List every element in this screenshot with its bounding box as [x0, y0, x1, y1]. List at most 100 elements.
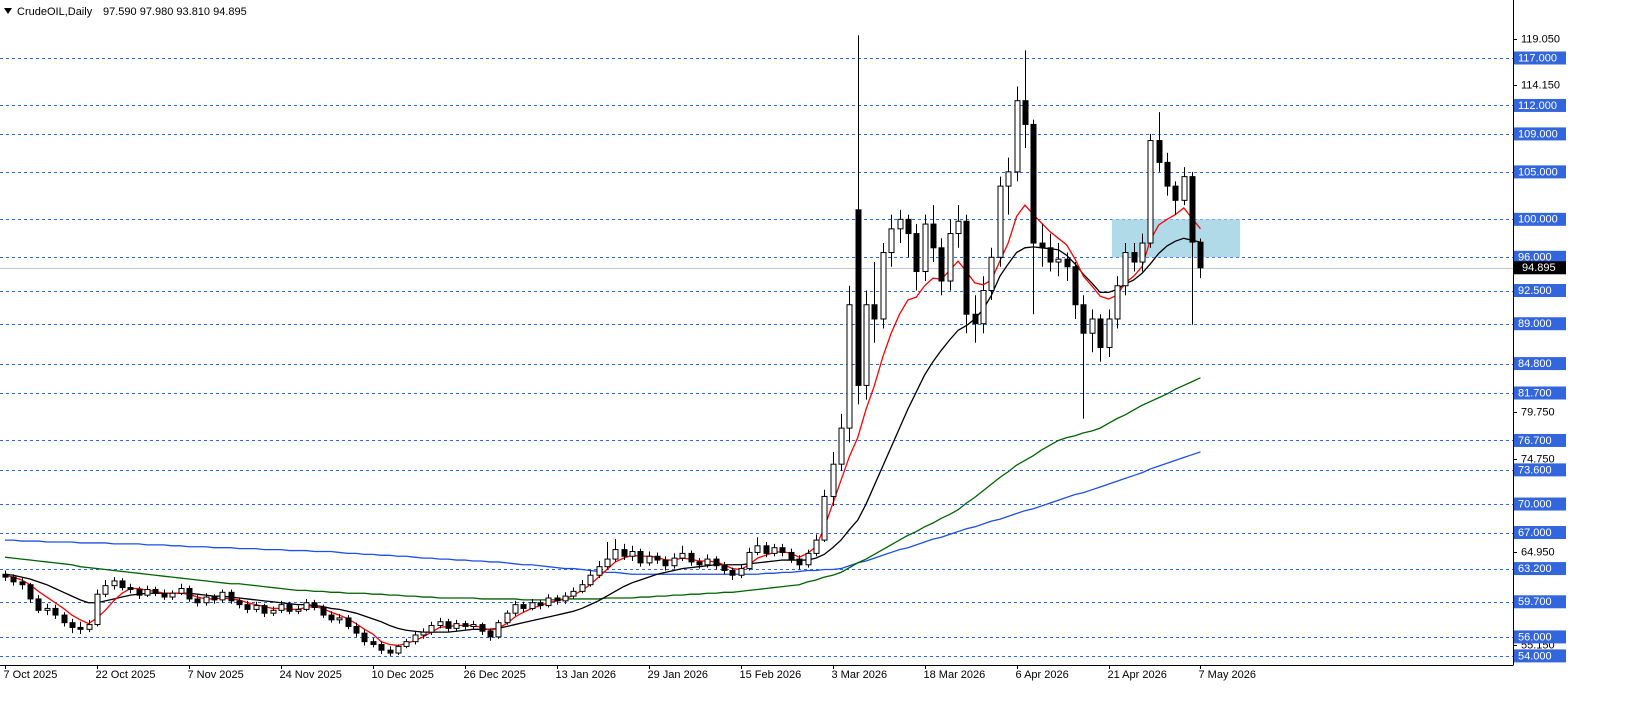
- candle-body: [612, 549, 619, 560]
- candle-body: [228, 591, 235, 602]
- candle-body: [203, 596, 210, 604]
- y-tick-label: 114.150: [1521, 79, 1560, 91]
- candle-body: [662, 559, 669, 567]
- candle-body: [94, 593, 101, 626]
- candle-body: [704, 558, 711, 566]
- candle-body: [579, 584, 586, 592]
- level-label: 109.000: [1518, 128, 1558, 140]
- level-label-box: [1514, 250, 1566, 264]
- level-label-box: [1514, 649, 1566, 663]
- candle-body: [311, 602, 318, 608]
- candle-body: [194, 598, 201, 604]
- candle-body: [1022, 100, 1029, 125]
- candle-body: [186, 588, 193, 600]
- plot-area: [0, 35, 1513, 657]
- candle-body: [771, 547, 778, 554]
- candle-body: [320, 606, 327, 616]
- candle-body: [830, 463, 837, 497]
- candle-body: [1030, 123, 1037, 244]
- candle-body: [1156, 140, 1163, 163]
- current-price-label: 94.895: [1522, 262, 1556, 274]
- x-tick-label: 15 Feb 2026: [740, 669, 802, 681]
- level-label: 70.000: [1518, 498, 1552, 510]
- candle-body: [102, 585, 109, 595]
- candle-body: [27, 584, 34, 600]
- candle-body: [462, 623, 469, 627]
- candle-body: [270, 609, 277, 614]
- y-tick-label: 74.750: [1521, 453, 1555, 465]
- level-label: 76.700: [1518, 435, 1552, 447]
- level-label: 105.000: [1518, 166, 1558, 178]
- candle-body: [244, 604, 251, 610]
- candle-body: [403, 641, 410, 647]
- candle-body: [963, 220, 970, 315]
- candle-body: [136, 588, 143, 596]
- x-tick-label: 13 Jan 2026: [556, 669, 617, 681]
- level-label: 89.000: [1518, 318, 1552, 330]
- candle-body: [905, 218, 912, 235]
- menu-arrow[interactable]: [4, 8, 12, 14]
- candle-body: [303, 602, 310, 610]
- candle-body: [846, 304, 853, 429]
- candle-body: [596, 566, 603, 576]
- level-label-box: [1514, 562, 1566, 576]
- candle-body: [637, 550, 644, 564]
- level-label-box: [1514, 386, 1566, 400]
- candle-body: [61, 614, 68, 624]
- candle-body: [746, 551, 753, 570]
- candle-body: [1172, 185, 1179, 201]
- candle-body: [938, 247, 945, 282]
- level-label: 73.600: [1518, 464, 1552, 476]
- candle-body: [1055, 258, 1062, 263]
- candle-body: [570, 590, 577, 597]
- candle-body: [370, 641, 377, 646]
- y-tick-label: 79.750: [1521, 406, 1555, 418]
- candle-body: [671, 557, 678, 567]
- level-label-box: [1514, 51, 1566, 65]
- candle-body: [897, 218, 904, 230]
- candle-body: [361, 632, 368, 643]
- candle-body: [871, 304, 878, 320]
- candle-body: [378, 644, 385, 651]
- candle-body: [336, 617, 343, 621]
- candle-body: [888, 228, 895, 254]
- level-label-box: [1514, 284, 1566, 298]
- level-label: 63.200: [1518, 563, 1552, 575]
- candle-body: [328, 614, 335, 621]
- candle-body: [554, 597, 561, 602]
- candle-body: [980, 290, 987, 325]
- level-label-box: [1514, 463, 1566, 477]
- level-label-box: [1514, 317, 1566, 331]
- x-tick-label: 7 Oct 2025: [4, 669, 58, 681]
- candle-body: [144, 588, 151, 596]
- x-tick-label: 26 Dec 2025: [464, 669, 526, 681]
- candle-body: [838, 427, 845, 465]
- level-label-box: [1514, 595, 1566, 609]
- zone: [1112, 219, 1240, 258]
- candle-body: [729, 569, 736, 576]
- candle-body: [1005, 171, 1012, 187]
- level-label-box: [1514, 357, 1566, 371]
- x-tick-label: 6 Apr 2026: [1016, 669, 1069, 681]
- candle-body: [2, 573, 9, 578]
- current-price-box: [1514, 261, 1566, 275]
- candle-body: [119, 580, 126, 589]
- candle-body: [253, 605, 260, 610]
- candle-body: [688, 552, 695, 563]
- level-label-box: [1514, 212, 1566, 226]
- candle-body: [387, 649, 394, 654]
- candle-body: [796, 558, 803, 566]
- candle-body: [412, 634, 419, 643]
- ma-line: [4, 237, 1201, 633]
- candle-body: [86, 624, 93, 630]
- candle-body: [1131, 252, 1138, 263]
- candle-body: [286, 604, 293, 612]
- candle-body: [696, 561, 703, 566]
- y-tick-label: 64.950: [1521, 546, 1555, 558]
- candle-body: [654, 555, 661, 561]
- candle-body: [562, 595, 569, 602]
- level-label: 117.000: [1518, 52, 1557, 64]
- candle-body: [487, 630, 494, 638]
- candle-body: [77, 626, 84, 630]
